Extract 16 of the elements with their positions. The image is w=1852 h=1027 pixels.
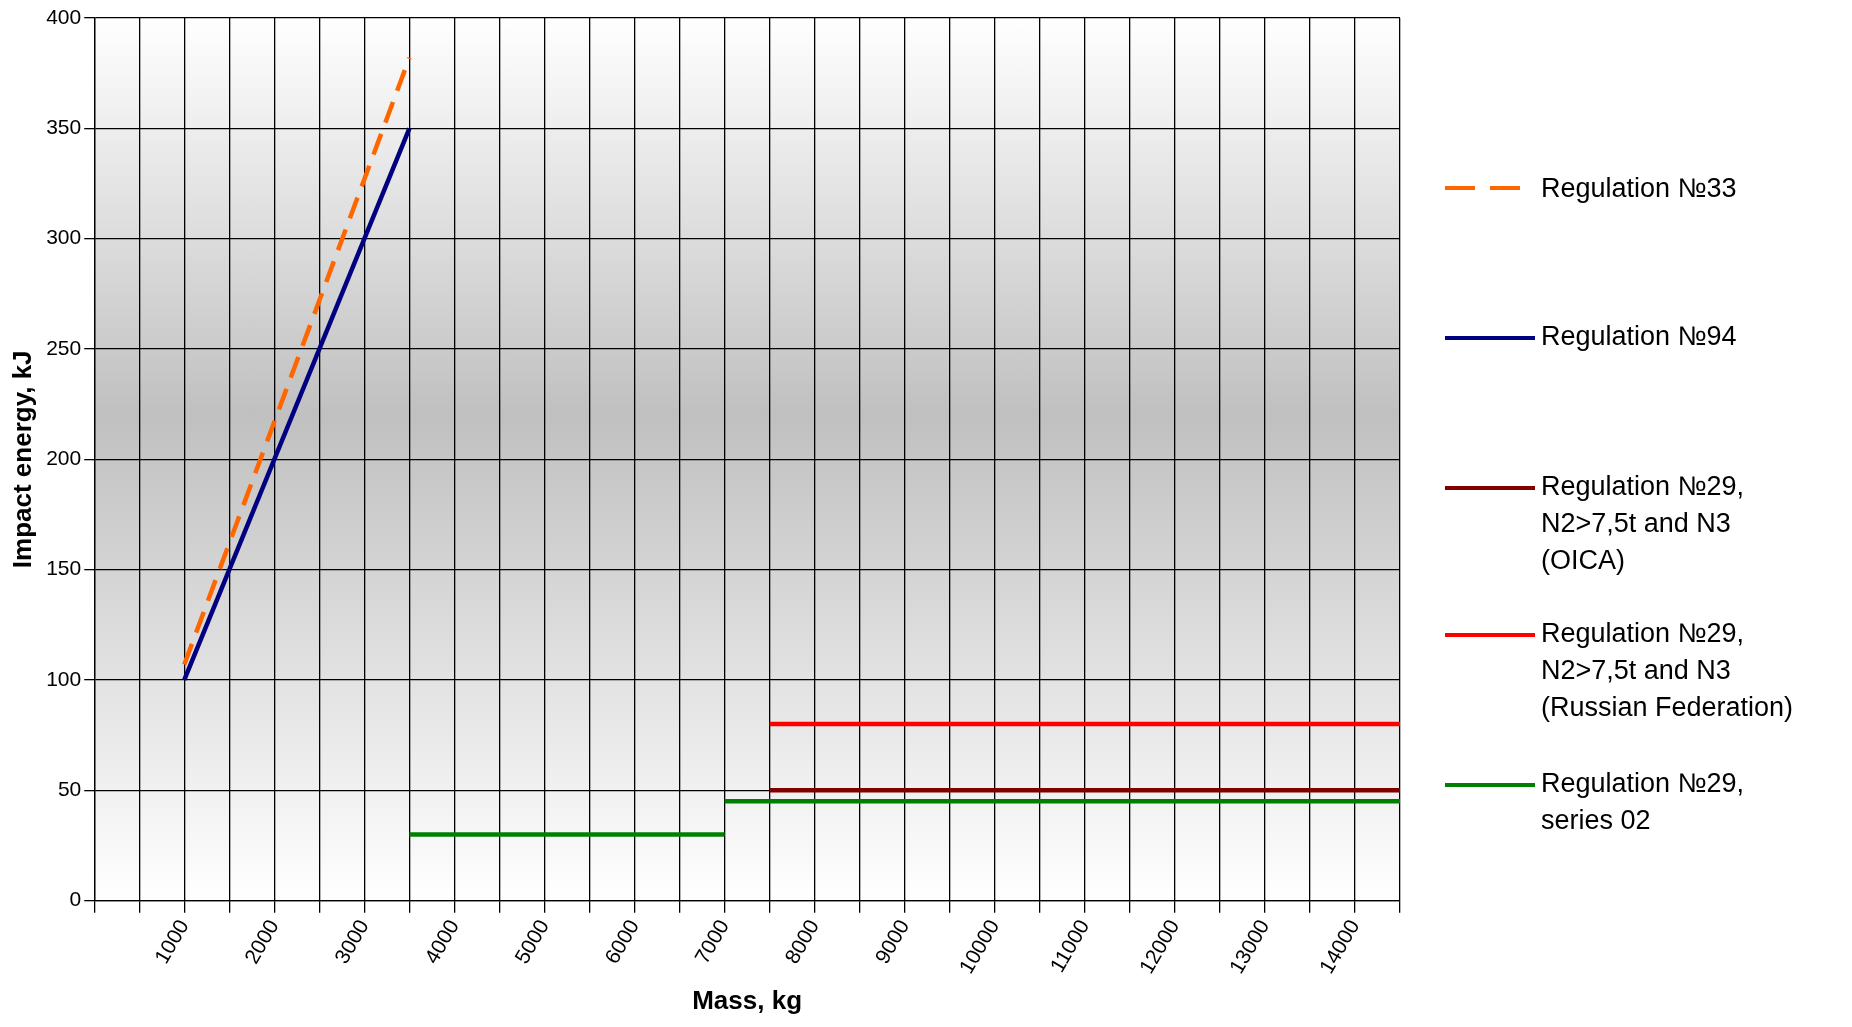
- legend-label: Regulation №33: [1541, 172, 1738, 205]
- y-tick-label: 250: [46, 335, 82, 359]
- legend-label: Regulation №29, N2>7,5t and N3 (Russian Federation): [1541, 617, 1795, 724]
- y-tick-label: 400: [46, 4, 82, 28]
- y-tick-label: 0: [69, 887, 82, 911]
- legend-label: Regulation №94: [1541, 320, 1738, 353]
- y-axis-title: Impact energy, kJ: [6, 350, 37, 569]
- y-tick-label: 200: [46, 446, 82, 470]
- y-tick-label: 350: [46, 115, 82, 139]
- legend-label: Regulation №29, series 02: [1541, 767, 1746, 837]
- y-tick-label: 50: [57, 777, 82, 801]
- x-axis-title: Mass, kg: [692, 984, 803, 1015]
- y-tick-label: 150: [46, 556, 82, 580]
- y-tick-label: 100: [46, 666, 82, 690]
- y-tick-label: 300: [46, 225, 82, 249]
- legend-label: Regulation №29, N2>7,5t and N3 (OICA): [1541, 470, 1746, 577]
